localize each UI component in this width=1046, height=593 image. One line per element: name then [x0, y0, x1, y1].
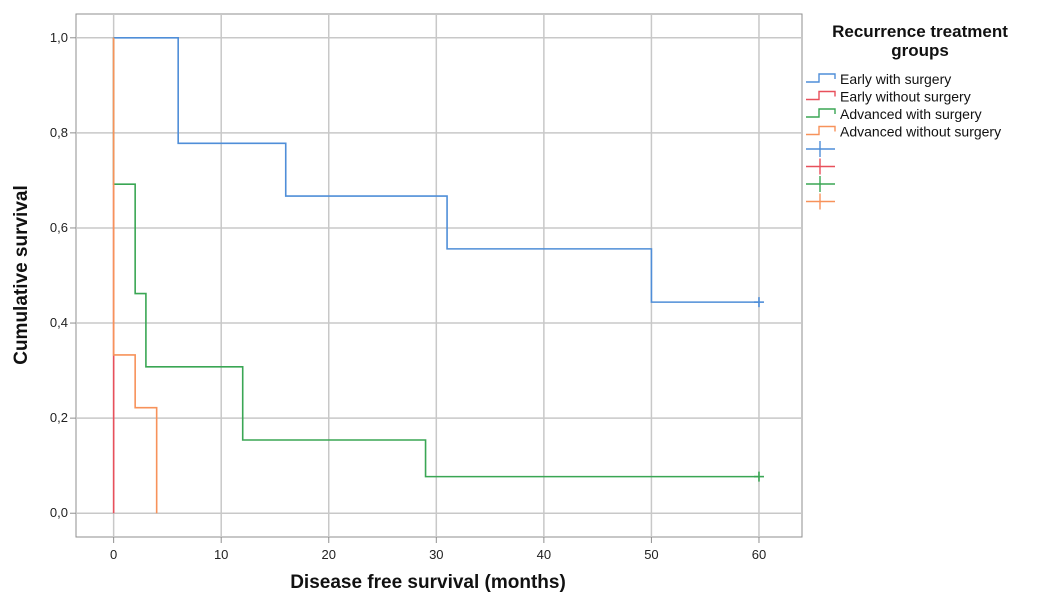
axis-layer: 0 10 20 30 40 50 60 0,0 0,2 0,4 0,6 0,8 1,0 [50, 30, 766, 562]
legend-entry-label: Advanced without surgery [840, 124, 1001, 140]
x-tick-label: 50 [644, 547, 658, 562]
x-tick-label: 40 [537, 547, 551, 562]
y-tick-label: 0,0 [50, 505, 68, 520]
x-tick-label: 10 [214, 547, 228, 562]
y-tick-label: 0,4 [50, 315, 68, 330]
plot-frame [75, 13, 803, 538]
x-tick-label: 20 [322, 547, 336, 562]
y-tick-label: 1,0 [50, 30, 68, 45]
legend-swatch-step [806, 73, 836, 83]
series-line-early-with-surgery [113, 36, 759, 303]
y-tick-label: 0,8 [50, 125, 68, 140]
y-tick-label: 0,2 [50, 410, 68, 425]
legend-title-line-2: groups [891, 41, 949, 60]
x-tick-label: 60 [752, 547, 766, 562]
legend-entry-label: Advanced with surgery [840, 106, 982, 122]
x-tick-label: 0 [110, 547, 117, 562]
y-axis-label: Cumulative survival [11, 185, 32, 365]
series-line-advanced-without-surgery [112, 37, 158, 514]
legend-entry-label: Early without surgery [840, 89, 971, 105]
x-tick-label: 30 [429, 547, 443, 562]
x-axis-label: Disease free survival (months) [290, 572, 566, 593]
legend-title: Recurrence treatment [832, 22, 1008, 41]
grid-layer [75, 13, 803, 538]
series-line-advanced-with-surgery [112, 37, 759, 478]
legend-swatch-step [806, 90, 836, 101]
legend-swatch-step [806, 108, 836, 118]
y-tick-label: 0,6 [50, 220, 68, 235]
legend-entry-label: Early with surgery [840, 71, 951, 87]
series-layer [112, 36, 764, 514]
legend-swatch-step [806, 125, 836, 136]
